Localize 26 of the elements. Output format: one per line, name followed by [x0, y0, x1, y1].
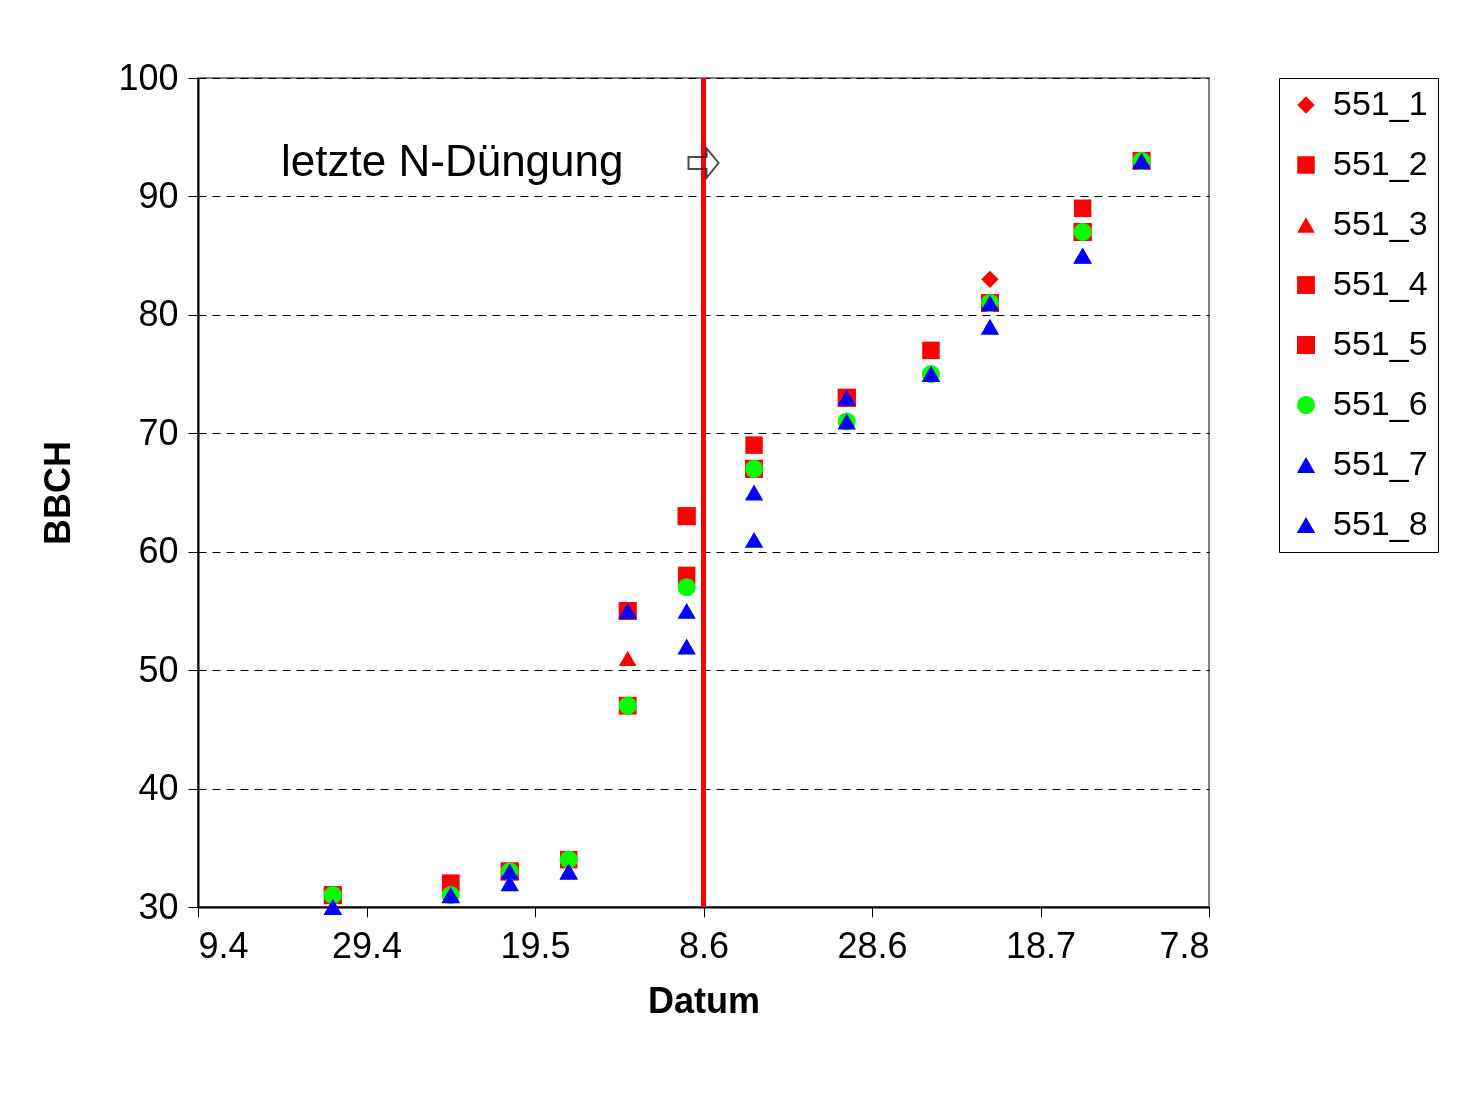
x-tick-label: 18.7 [1005, 924, 1077, 966]
legend-label: 551_7 [1333, 444, 1428, 482]
x-tick-label: 7.8 [1159, 924, 1210, 966]
legend-label: 551_8 [1333, 504, 1428, 542]
ref-line-label: letzte N-Düngung [281, 136, 624, 185]
x-tick-label: 28.6 [837, 924, 908, 966]
legend-label: 551_6 [1333, 384, 1428, 422]
y-tick-label: 100 [118, 56, 179, 98]
x-tick-label: 8.6 [678, 924, 730, 966]
y-tick-label: 40 [138, 767, 179, 809]
legend-label: 551_5 [1333, 324, 1428, 362]
y-tick-label: 80 [138, 293, 179, 335]
x-axis-title: Datum [647, 979, 761, 1021]
x-tick-label: 29.4 [331, 924, 403, 966]
legend-label: 551_4 [1333, 264, 1428, 302]
x-tick-label: 9.4 [198, 924, 249, 966]
y-tick-label: 90 [138, 174, 179, 216]
y-tick-label: 30 [138, 885, 179, 927]
y-axis-title: BBCH [37, 441, 79, 545]
legend-label: 551_2 [1333, 144, 1428, 182]
y-tick-label: 50 [138, 648, 179, 690]
y-tick-label: 60 [138, 530, 179, 572]
x-tick-label: 19.5 [500, 924, 571, 966]
legend-label: 551_3 [1333, 204, 1428, 242]
legend-label: 551_1 [1333, 84, 1428, 122]
y-tick-label: 70 [138, 411, 179, 453]
